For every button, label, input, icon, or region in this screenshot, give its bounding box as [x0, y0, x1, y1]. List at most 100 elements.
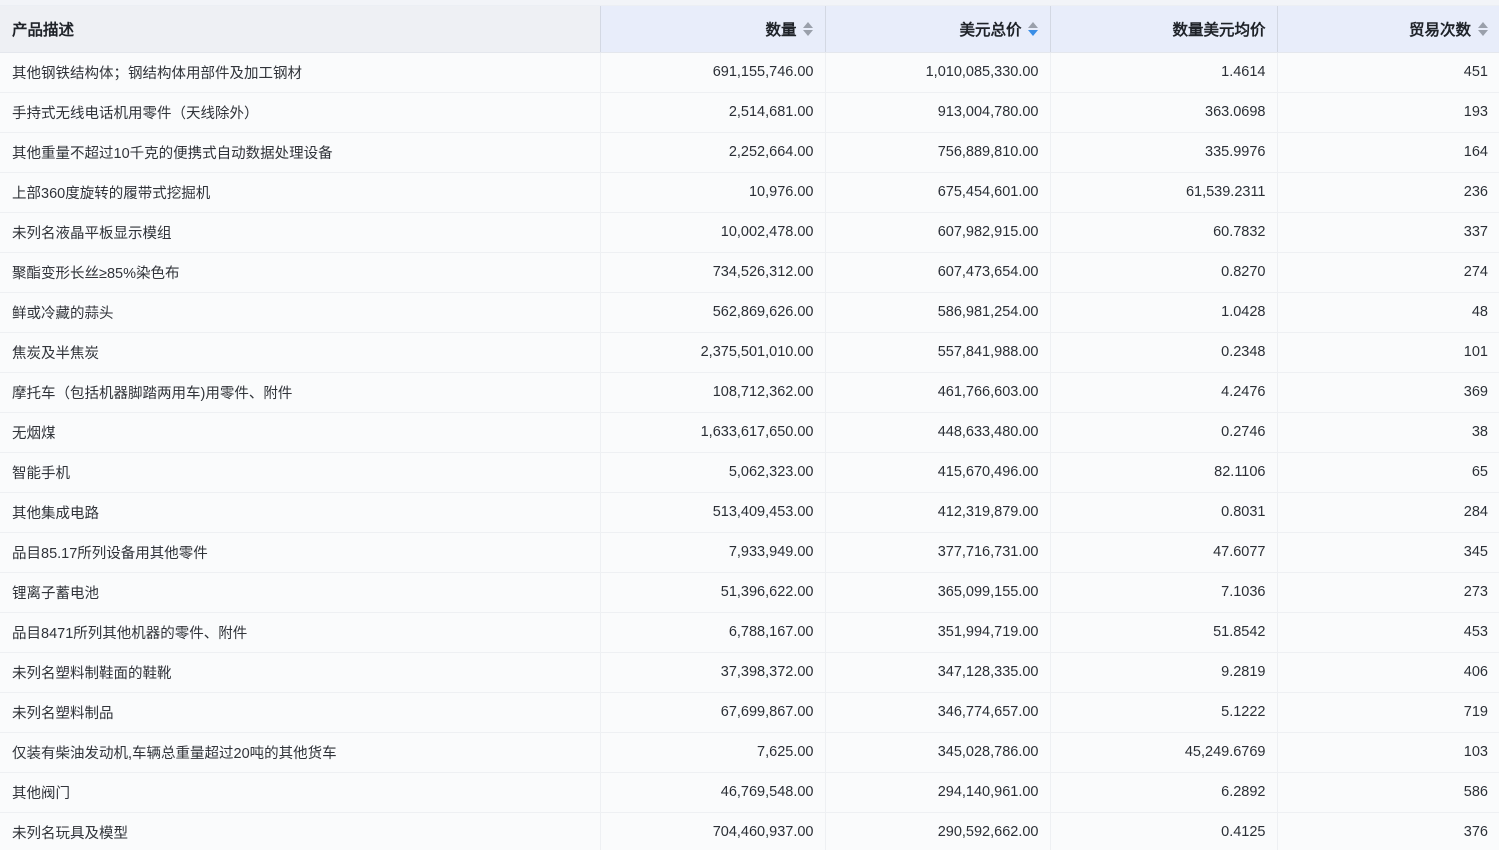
table-row[interactable]: 未列名玩具及模型 704,460,937.00 290,592,662.00 0.41… [0, 812, 1499, 850]
cell-usd_avg: 60.7832 [1050, 212, 1278, 253]
cell-description: 鲜或冷藏的蒜头 [0, 292, 601, 333]
cell-usd_total: 290,592,662.00 [825, 812, 1051, 850]
cell-description: 智能手机 [0, 452, 601, 493]
table-row[interactable]: 未列名液晶平板显示模组 10,002,478.00 607,982,915.00 60… [0, 212, 1499, 253]
cell-usd_avg: 1.4614 [1050, 52, 1278, 93]
cell-quantity: 5,062,323.00 [600, 452, 826, 493]
cell-description: 品目8471所列其他机器的零件、附件 [0, 612, 601, 653]
cell-trade_count: 164 [1277, 132, 1499, 173]
cell-usd_total: 294,140,961.00 [825, 772, 1051, 813]
cell-trade_count: 376 [1277, 812, 1499, 850]
cell-description: 品目85.17所列设备用其他零件 [0, 532, 601, 573]
table-row[interactable]: 品目85.17所列设备用其他零件 7,933,949.00 377,716,731.… [0, 532, 1499, 573]
cell-quantity: 7,625.00 [600, 732, 826, 773]
cell-usd_avg: 6.2892 [1050, 772, 1278, 813]
cell-usd_total: 461,766,603.00 [825, 372, 1051, 413]
sort-caret-icon[interactable] [803, 18, 814, 40]
table-row[interactable]: 锂离子蓄电池 51,396,622.00 365,099,155.00 7.1036 2… [0, 572, 1499, 613]
cell-usd_avg: 51.8542 [1050, 612, 1278, 653]
table-row[interactable]: 摩托车（包括机器脚踏两用车)用零件、附件 108,712,362.00 461,76… [0, 372, 1499, 413]
cell-quantity: 10,976.00 [600, 172, 826, 213]
cell-quantity: 1,633,617,650.00 [600, 412, 826, 453]
table-row[interactable]: 焦炭及半焦炭 2,375,501,010.00 557,841,988.00 0.23… [0, 332, 1499, 373]
table-row[interactable]: 其他钢铁结构体；钢结构体用部件及加工钢材 691,155,746.00 1,010,… [0, 52, 1499, 93]
cell-quantity: 2,375,501,010.00 [600, 332, 826, 373]
column-header-label: 数量美元均价 [1172, 21, 1266, 39]
cell-trade_count: 193 [1277, 92, 1499, 133]
cell-description: 上部360度旋转的履带式挖掘机 [0, 172, 601, 213]
cell-quantity: 7,933,949.00 [600, 532, 826, 573]
cell-trade_count: 369 [1277, 372, 1499, 413]
column-header-trade-count[interactable]: 贸易次数 [1277, 6, 1499, 53]
table-row[interactable]: 未列名塑料制品 67,699,867.00 346,774,657.00 5.1222… [0, 692, 1499, 733]
cell-trade_count: 345 [1277, 532, 1499, 573]
cell-quantity: 734,526,312.00 [600, 252, 826, 293]
cell-usd_avg: 61,539.2311 [1050, 172, 1278, 213]
cell-description: 其他钢铁结构体；钢结构体用部件及加工钢材 [0, 52, 601, 93]
cell-usd_total: 1,010,085,330.00 [825, 52, 1051, 93]
cell-description: 其他重量不超过10千克的便携式自动数据处理设备 [0, 132, 601, 173]
table-row[interactable]: 鲜或冷藏的蒜头 562,869,626.00 586,981,254.00 1.042… [0, 292, 1499, 333]
cell-usd_avg: 47.6077 [1050, 532, 1278, 573]
column-header-description[interactable]: 产品描述 [0, 6, 601, 53]
sort-caret-icon[interactable] [1028, 18, 1039, 40]
table-row[interactable]: 其他集成电路 513,409,453.00 412,319,879.00 0.8031… [0, 492, 1499, 533]
cell-usd_avg: 335.9976 [1050, 132, 1278, 173]
cell-trade_count: 101 [1277, 332, 1499, 373]
cell-quantity: 2,252,664.00 [600, 132, 826, 173]
table-top-strip [0, 0, 1499, 6]
cell-trade_count: 236 [1277, 172, 1499, 213]
table-row[interactable]: 其他重量不超过10千克的便携式自动数据处理设备 2,252,664.00 756,8… [0, 132, 1499, 173]
column-header-quantity[interactable]: 数量 [600, 6, 826, 53]
sort-caret-icon[interactable] [1477, 18, 1488, 40]
trade-data-table: 产品描述 数量 美元总价 数量美元均 [0, 6, 1499, 850]
cell-trade_count: 451 [1277, 52, 1499, 93]
cell-quantity: 704,460,937.00 [600, 812, 826, 850]
cell-quantity: 51,396,622.00 [600, 572, 826, 613]
table-row[interactable]: 手持式无线电话机用零件（天线除外） 2,514,681.00 913,004,780… [0, 92, 1499, 133]
cell-usd_avg: 9.2819 [1050, 652, 1278, 693]
cell-trade_count: 273 [1277, 572, 1499, 613]
cell-quantity: 6,788,167.00 [600, 612, 826, 653]
table-row[interactable]: 无烟煤 1,633,617,650.00 448,633,480.00 0.2746 3… [0, 412, 1499, 453]
cell-quantity: 67,699,867.00 [600, 692, 826, 733]
table-body: 其他钢铁结构体；钢结构体用部件及加工钢材 691,155,746.00 1,010,… [0, 52, 1499, 850]
cell-trade_count: 719 [1277, 692, 1499, 733]
cell-trade_count: 586 [1277, 772, 1499, 813]
table-row[interactable]: 聚酯变形长丝≥85%染色布 734,526,312.00 607,473,654.0… [0, 252, 1499, 293]
table-row[interactable]: 未列名塑料制鞋面的鞋靴 37,398,372.00 347,128,335.00 9.… [0, 652, 1499, 693]
cell-description: 无烟煤 [0, 412, 601, 453]
cell-usd_total: 365,099,155.00 [825, 572, 1051, 613]
table-row[interactable]: 仅装有柴油发动机,车辆总重量超过20吨的其他货车 7,625.00 345,028,… [0, 732, 1499, 773]
cell-usd_total: 586,981,254.00 [825, 292, 1051, 333]
table-row[interactable]: 其他阀门 46,769,548.00 294,140,961.00 6.2892 586 [0, 772, 1499, 813]
table-row[interactable]: 品目8471所列其他机器的零件、附件 6,788,167.00 351,994,71… [0, 612, 1499, 653]
column-header-label: 数量 [765, 21, 797, 39]
table-row[interactable]: 智能手机 5,062,323.00 415,670,496.00 82.1106 65 [0, 452, 1499, 493]
cell-quantity: 2,514,681.00 [600, 92, 826, 133]
cell-usd_avg: 45,249.6769 [1050, 732, 1278, 773]
cell-usd_avg: 5.1222 [1050, 692, 1278, 733]
cell-trade_count: 453 [1277, 612, 1499, 653]
cell-quantity: 37,398,372.00 [600, 652, 826, 693]
cell-usd_total: 557,841,988.00 [825, 332, 1051, 373]
cell-trade_count: 38 [1277, 412, 1499, 453]
cell-usd_total: 412,319,879.00 [825, 492, 1051, 533]
cell-usd_avg: 1.0428 [1050, 292, 1278, 333]
column-header-label: 产品描述 [12, 21, 75, 39]
column-header-usd-total[interactable]: 美元总价 [825, 6, 1051, 53]
cell-quantity: 562,869,626.00 [600, 292, 826, 333]
cell-trade_count: 103 [1277, 732, 1499, 773]
cell-trade_count: 406 [1277, 652, 1499, 693]
cell-usd_total: 347,128,335.00 [825, 652, 1051, 693]
cell-description: 未列名塑料制品 [0, 692, 601, 733]
cell-description: 其他集成电路 [0, 492, 601, 533]
cell-usd_avg: 363.0698 [1050, 92, 1278, 133]
cell-usd_avg: 0.4125 [1050, 812, 1278, 850]
table-row[interactable]: 上部360度旋转的履带式挖掘机 10,976.00 675,454,601.00 61… [0, 172, 1499, 213]
cell-usd_total: 377,716,731.00 [825, 532, 1051, 573]
cell-trade_count: 284 [1277, 492, 1499, 533]
cell-description: 未列名玩具及模型 [0, 812, 601, 850]
column-header-usd-avg[interactable]: 数量美元均价 [1050, 6, 1278, 53]
cell-usd_avg: 0.2746 [1050, 412, 1278, 453]
